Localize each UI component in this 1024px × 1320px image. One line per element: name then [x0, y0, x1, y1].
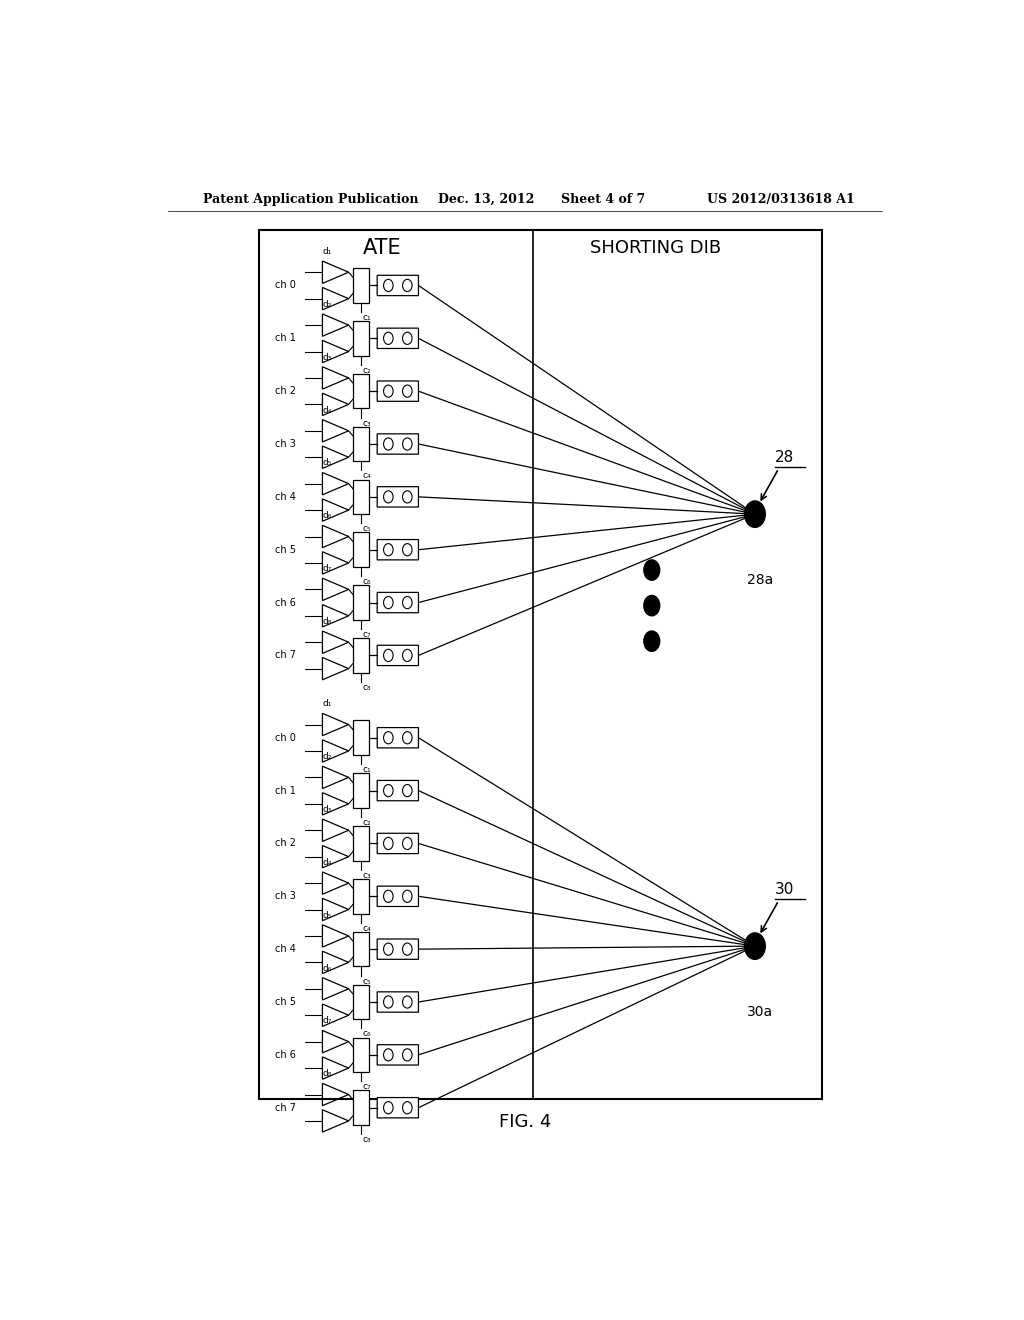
Text: c₄: c₄	[362, 471, 371, 480]
Text: d₃: d₃	[323, 352, 332, 362]
Text: ch 7: ch 7	[274, 651, 296, 660]
Text: ch 1: ch 1	[274, 785, 296, 796]
Text: d₂: d₂	[323, 300, 332, 309]
Text: c₃: c₃	[362, 418, 371, 428]
Circle shape	[644, 631, 659, 651]
Text: c₂: c₂	[362, 818, 371, 828]
Text: ch 5: ch 5	[274, 997, 296, 1007]
FancyBboxPatch shape	[377, 540, 419, 560]
Bar	[353, 374, 370, 408]
Text: d₆: d₆	[323, 964, 332, 973]
Text: c₇: c₇	[362, 1082, 371, 1092]
Circle shape	[744, 933, 765, 960]
Text: ch 1: ch 1	[274, 334, 296, 343]
Circle shape	[644, 560, 659, 581]
Circle shape	[744, 500, 765, 528]
FancyBboxPatch shape	[377, 434, 419, 454]
FancyBboxPatch shape	[377, 487, 419, 507]
Text: Patent Application Publication: Patent Application Publication	[204, 193, 419, 206]
FancyBboxPatch shape	[377, 886, 419, 907]
Text: d₇: d₇	[323, 1016, 332, 1026]
Text: c₅: c₅	[362, 524, 371, 533]
Bar	[353, 585, 370, 620]
FancyBboxPatch shape	[377, 991, 419, 1012]
Bar	[353, 532, 370, 568]
Text: d₆: d₆	[323, 511, 332, 520]
Text: c₄: c₄	[362, 924, 371, 933]
Bar	[353, 321, 370, 355]
Bar	[353, 479, 370, 515]
Text: d₁: d₁	[323, 247, 332, 256]
Text: Sheet 4 of 7: Sheet 4 of 7	[560, 193, 645, 206]
Bar	[353, 774, 370, 808]
FancyBboxPatch shape	[377, 1097, 419, 1118]
Text: ch 3: ch 3	[274, 891, 296, 902]
Text: d₇: d₇	[323, 564, 332, 573]
Text: d₂: d₂	[323, 752, 332, 762]
Text: c₂: c₂	[362, 366, 371, 375]
Text: ch 0: ch 0	[274, 733, 296, 743]
Text: Dec. 13, 2012: Dec. 13, 2012	[437, 193, 534, 206]
Bar	[353, 1038, 370, 1072]
FancyBboxPatch shape	[377, 727, 419, 748]
Bar	[353, 426, 370, 461]
Text: c₇: c₇	[362, 630, 371, 639]
Bar	[353, 932, 370, 966]
Text: ch 7: ch 7	[274, 1102, 296, 1113]
Bar	[353, 721, 370, 755]
Text: 30: 30	[775, 882, 795, 898]
Text: c₁: c₁	[362, 766, 371, 775]
Text: 28a: 28a	[748, 573, 773, 587]
Bar	[353, 826, 370, 861]
FancyBboxPatch shape	[377, 1044, 419, 1065]
Text: d₈: d₈	[323, 1069, 332, 1078]
Text: c₈: c₈	[362, 1135, 371, 1144]
Text: d₈: d₈	[323, 616, 332, 626]
Text: 30a: 30a	[748, 1005, 773, 1019]
Bar	[353, 879, 370, 913]
Bar	[353, 985, 370, 1019]
FancyBboxPatch shape	[377, 780, 419, 801]
Text: SHORTING DIB: SHORTING DIB	[590, 239, 721, 257]
FancyBboxPatch shape	[377, 939, 419, 960]
Text: d₃: d₃	[323, 805, 332, 814]
FancyBboxPatch shape	[377, 593, 419, 612]
Text: 28: 28	[775, 450, 794, 466]
Text: ch 6: ch 6	[274, 1049, 296, 1060]
FancyBboxPatch shape	[377, 329, 419, 348]
Text: c₅: c₅	[362, 977, 371, 986]
Text: c₈: c₈	[362, 682, 371, 692]
Text: d₄: d₄	[323, 405, 332, 414]
Text: c₁: c₁	[362, 313, 371, 322]
Text: ch 4: ch 4	[274, 944, 296, 954]
Text: US 2012/0313618 A1: US 2012/0313618 A1	[708, 193, 855, 206]
Text: ch 0: ch 0	[274, 280, 296, 290]
Text: ch 4: ch 4	[274, 492, 296, 502]
FancyBboxPatch shape	[377, 381, 419, 401]
Text: ch 6: ch 6	[274, 598, 296, 607]
FancyBboxPatch shape	[377, 833, 419, 854]
Circle shape	[644, 595, 659, 615]
Text: ch 3: ch 3	[274, 440, 296, 449]
Text: ATE: ATE	[362, 238, 401, 257]
Text: ch 2: ch 2	[274, 838, 296, 849]
Text: d₁: d₁	[323, 700, 332, 709]
Text: c₆: c₆	[362, 1030, 371, 1039]
Bar	[353, 268, 370, 302]
Text: FIG. 4: FIG. 4	[499, 1113, 551, 1131]
Bar	[353, 638, 370, 673]
FancyBboxPatch shape	[377, 645, 419, 665]
FancyBboxPatch shape	[377, 276, 419, 296]
Text: ch 5: ch 5	[274, 545, 296, 554]
Text: d₅: d₅	[323, 911, 332, 920]
Text: d₄: d₄	[323, 858, 332, 867]
Bar	[259, 230, 822, 1098]
Text: c₆: c₆	[362, 577, 371, 586]
Text: ch 2: ch 2	[274, 387, 296, 396]
Bar	[353, 1090, 370, 1125]
Text: c₃: c₃	[362, 871, 371, 880]
Text: d₅: d₅	[323, 458, 332, 467]
